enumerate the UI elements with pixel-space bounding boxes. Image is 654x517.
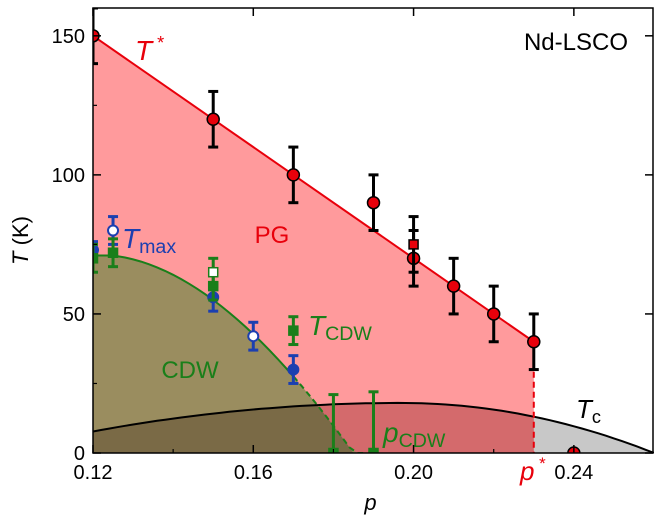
chart-title: Nd-LSCO <box>524 29 628 56</box>
t-star-label: T * <box>135 33 164 66</box>
axes-frame <box>92 7 654 454</box>
cdw-region <box>93 255 374 453</box>
pg-label: PG <box>255 222 290 249</box>
x-axis-label: p <box>363 490 376 515</box>
x-tick-label: 0.12 <box>74 462 113 484</box>
data-square-tcdw <box>107 247 119 258</box>
t-star-line <box>93 34 535 343</box>
tc-label: Tc <box>576 394 601 427</box>
data-point-t <box>446 279 461 293</box>
cdw-label: CDW <box>161 357 219 384</box>
data-point-t <box>527 335 541 349</box>
data-square-tcdw <box>368 447 379 453</box>
labels: p T (K) Nd-LSCO PG CDW T * Tmax TCDW pCDW Tc p * <box>8 29 628 515</box>
data-point-tmax <box>287 363 300 376</box>
t-cdw-line <box>93 254 295 377</box>
data-point-t <box>366 195 381 210</box>
p-cdw-label: pCDW <box>382 417 446 452</box>
data-point-t <box>206 112 220 126</box>
t-cdw-label: TCDW <box>308 310 372 345</box>
t-max-label: Tmax <box>122 223 176 258</box>
y-axis-label: T (K) <box>8 216 33 265</box>
data-point-tmax <box>107 224 120 237</box>
axes: 0.12 0.16 0.20 0.24 0 50 100 150 <box>52 7 654 484</box>
data-square-tcdw <box>288 325 299 336</box>
data-square-tcdw <box>93 253 99 264</box>
y-tick-label: 50 <box>63 304 85 326</box>
p-star-label: p * <box>519 454 546 486</box>
plot-area <box>93 8 654 453</box>
data-point-t <box>286 168 301 182</box>
data-square-tcdw <box>207 266 219 278</box>
x-tick-label: 0.16 <box>234 462 273 484</box>
cdw-sc-overlap <box>93 405 374 453</box>
y-tick-label: 100 <box>52 165 85 187</box>
y-tick-label: 0 <box>74 443 85 465</box>
data-point-t <box>486 307 501 321</box>
x-tick-label: 0.20 <box>394 462 433 484</box>
data-square-tsquare <box>408 239 419 250</box>
x-tick-label: 0.24 <box>554 462 593 484</box>
data-point-tmax <box>247 330 260 343</box>
y-tick-label: 150 <box>52 26 85 48</box>
t-cdw-dashed-line <box>292 375 366 453</box>
